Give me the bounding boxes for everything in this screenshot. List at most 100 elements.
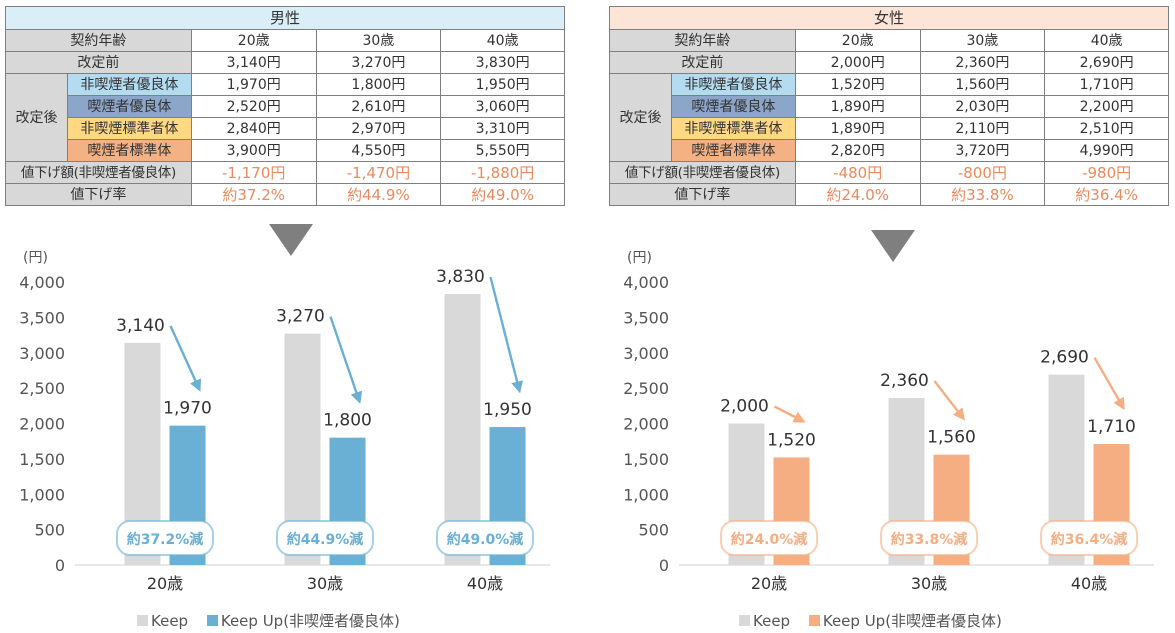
legend-label-keepup: Keep Up(非喫煙者優良体) xyxy=(220,612,400,630)
x-tick-label: 30歳 xyxy=(911,574,947,593)
y-tick-label: 4,000 xyxy=(19,273,65,292)
down-triangle-icon xyxy=(269,224,313,256)
after-cell: 1,970円 xyxy=(190,73,317,96)
before-header: 改定前 xyxy=(5,51,192,74)
y-tick-label: 2,000 xyxy=(623,415,669,434)
before-cell: 2,000円 xyxy=(794,51,921,74)
after-cell: 2,520円 xyxy=(190,95,317,118)
female-panel: 女性 契約年齢 20歳 30歳 40歳 改定前 2,000円 2,360円 2,… xyxy=(609,0,1169,633)
female-bar-chart: (円) 0 500 1,000 1,500 2,000 2,500 3,000 3,500 4,0… xyxy=(623,250,1154,593)
legend-swatch-keepup xyxy=(206,615,218,626)
after-cell: 1,800円 xyxy=(315,73,442,96)
data-label-keep: 3,270 xyxy=(276,307,325,327)
reduction-badge xyxy=(720,520,818,556)
before-header: 改定前 xyxy=(609,51,796,74)
data-label-keepup: 1,710 xyxy=(1087,417,1136,437)
after-cell: 4,990円 xyxy=(1044,139,1169,162)
reduction-cell: -1,470円 xyxy=(315,161,442,184)
reduction-arrow xyxy=(1093,357,1125,411)
reduction-arrow xyxy=(329,316,363,404)
after-cell: 3,720円 xyxy=(919,139,1046,162)
after-cell: 1,950円 xyxy=(440,73,565,96)
reduction-header: 値下げ額(非喫煙者優良体) xyxy=(609,161,796,184)
category-label: 非喫煙標準者体 xyxy=(670,117,796,140)
reduction-arrow xyxy=(933,380,965,421)
legend-label-keep: Keep xyxy=(151,612,189,630)
after-cell: 2,820円 xyxy=(794,139,921,162)
data-label-keep: 2,360 xyxy=(880,371,929,391)
y-tick-label: 3,000 xyxy=(19,344,65,363)
chart-legend: Keep Keep Up(非喫煙者優良体) xyxy=(137,610,400,631)
y-tick-label: 4,000 xyxy=(623,273,669,292)
reduction-cell: -480円 xyxy=(794,161,921,184)
y-tick-label: 500 xyxy=(638,521,669,540)
after-cell: 1,890円 xyxy=(794,95,921,118)
age-header-20: 20歳 xyxy=(190,29,317,52)
y-tick-label: 2,500 xyxy=(19,379,65,398)
after-cell: 2,840円 xyxy=(190,117,317,140)
legend-label-keepup: Keep Up(非喫煙者優良体) xyxy=(822,612,1002,630)
x-tick-label: 30歳 xyxy=(307,574,343,593)
category-label: 喫煙者標準体 xyxy=(66,139,192,162)
x-tick-label: 20歳 xyxy=(147,574,183,593)
y-tick-label: 2,500 xyxy=(623,379,669,398)
reduction-badge xyxy=(116,520,214,556)
y-axis-label: (円) xyxy=(23,250,48,266)
data-label-keep: 2,000 xyxy=(720,397,769,417)
after-header: 改定後 xyxy=(5,73,68,162)
y-tick-label: 1,000 xyxy=(19,485,65,504)
age-header-20: 20歳 xyxy=(794,29,921,52)
category-label: 喫煙者優良体 xyxy=(66,95,192,118)
age-header-40: 40歳 xyxy=(1044,29,1169,52)
y-tick-label: 0 xyxy=(55,556,65,575)
after-cell: 4,550円 xyxy=(315,139,442,162)
reduction-badge xyxy=(436,520,534,556)
bar-keep xyxy=(444,294,481,565)
reduction-badge xyxy=(276,520,374,556)
after-cell: 2,610円 xyxy=(315,95,442,118)
data-label-keepup: 1,800 xyxy=(323,411,372,431)
y-tick-label: 0 xyxy=(659,556,669,575)
after-cell: 1,560円 xyxy=(919,73,1046,96)
table-title: 男性 xyxy=(5,6,565,30)
y-axis-label: (円) xyxy=(627,250,652,266)
after-cell: 1,710円 xyxy=(1044,73,1169,96)
x-tick-label: 40歳 xyxy=(467,574,503,593)
reduction-badge xyxy=(1040,520,1138,556)
y-tick-label: 1,500 xyxy=(623,450,669,469)
reduction-badge-label: 約33.8%減 xyxy=(891,531,968,548)
before-cell: 2,360円 xyxy=(919,51,1046,74)
female-rate-table: 女性 契約年齢 20歳 30歳 40歳 改定前 2,000円 2,360円 2,… xyxy=(609,6,1169,206)
before-cell: 3,270円 xyxy=(315,51,442,74)
rate-cell: 約37.2% xyxy=(190,183,317,206)
legend-swatch-keep xyxy=(137,615,148,626)
down-triangle-icon xyxy=(871,230,915,262)
reduction-cell: -1,880円 xyxy=(440,161,565,184)
reduction-arrow xyxy=(169,325,201,392)
after-cell: 2,030円 xyxy=(919,95,1046,118)
legend-swatch-keep xyxy=(739,615,750,626)
y-tick-label: 3,000 xyxy=(623,344,669,363)
age-header-30: 30歳 xyxy=(919,29,1046,52)
y-tick-label: 500 xyxy=(34,521,65,540)
data-label-keepup: 1,520 xyxy=(767,430,816,450)
male-rate-table: 男性 契約年齢 20歳 30歳 40歳 改定前 3,140円 3,270円 3,… xyxy=(5,6,565,206)
y-tick-label: 3,500 xyxy=(19,308,65,327)
after-cell: 1,890円 xyxy=(794,117,921,140)
category-label: 喫煙者優良体 xyxy=(670,95,796,118)
rate-cell: 約44.9% xyxy=(315,183,442,206)
x-tick-label: 20歳 xyxy=(751,574,787,593)
reduction-arrow xyxy=(773,405,806,423)
data-label-keepup: 1,560 xyxy=(927,428,976,448)
legend-swatch-keepup xyxy=(808,615,820,626)
reduction-header: 値下げ額(非喫煙者優良体) xyxy=(5,161,192,184)
reduction-badge-label: 約36.4%減 xyxy=(1051,531,1128,548)
age-header: 契約年齢 xyxy=(5,29,192,52)
y-tick-label: 1,500 xyxy=(19,450,65,469)
category-label: 喫煙者標準体 xyxy=(670,139,796,162)
data-label-keep: 2,690 xyxy=(1040,348,1089,368)
after-cell: 2,110円 xyxy=(919,117,1046,140)
reduction-arrow xyxy=(489,276,523,394)
reduction-badge-label: 約24.0%減 xyxy=(731,531,808,548)
after-cell: 3,900円 xyxy=(190,139,317,162)
